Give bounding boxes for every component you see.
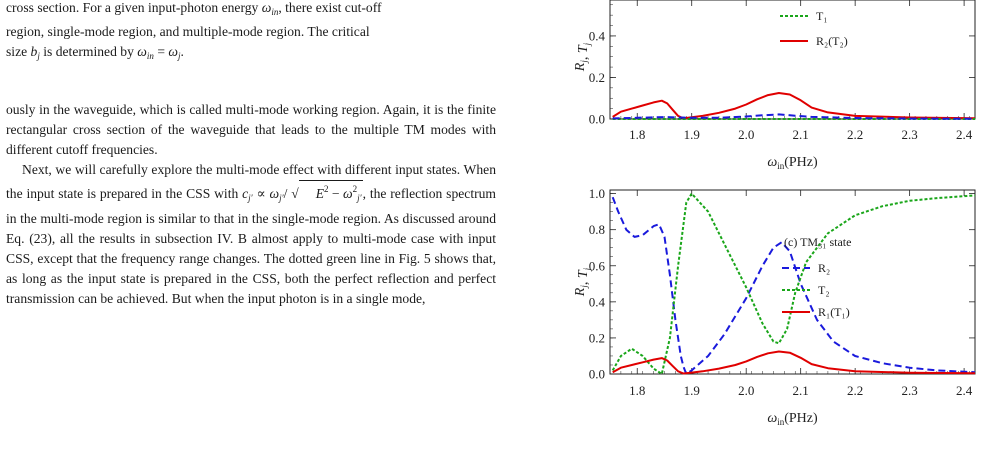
- legend-label: R₂(T₂): [816, 34, 848, 48]
- y-tick-label: 0.0: [589, 367, 605, 382]
- x-tick-label: 2.1: [793, 127, 809, 142]
- y-tick-label: 0.6: [589, 258, 606, 273]
- y-tick-label: 0.2: [589, 70, 605, 85]
- x-tick-label: 2.2: [847, 127, 863, 142]
- state-label: (c) TM₃₁ state: [784, 235, 851, 249]
- caption-line-1: cross section. For a given input-photon …: [6, 0, 382, 17]
- x-tick-label: 2.4: [956, 383, 973, 398]
- x-tick-label: 2.4: [956, 127, 973, 142]
- legend-label: T₁: [816, 9, 828, 23]
- legend-label: R₁(T₁): [818, 305, 850, 319]
- chart-panel-1: 1.8 1.9 2.0 2.1 2.2 2.3 2.4 0.0 0.2 0.4 0.6 Rj, Tj ω…: [573, 0, 976, 171]
- x-axis-label: ωin(PHz): [767, 411, 818, 427]
- y-tick-label: 0.4: [589, 294, 606, 309]
- y-axis-label: Rj, Tj: [573, 267, 592, 297]
- x-tick-label: 2.3: [902, 383, 918, 398]
- y-tick-label: 0.6: [589, 0, 606, 2]
- y-tick-label: 1.0: [589, 186, 605, 201]
- x-tick-label: 2.2: [847, 383, 863, 398]
- paragraph-multimode-region: ously in the waveguide, which is called …: [6, 101, 496, 158]
- series-line-R₂(T₂): [612, 92, 975, 120]
- series-line-T₂: [611, 192, 975, 375]
- caption-line-2: region, single-mode region, and multiple…: [6, 24, 370, 40]
- css-formula: cj′ ∝ ωj′/ √ E2 − ω2j′: [242, 180, 363, 203]
- x-tick-label: 1.9: [684, 127, 700, 142]
- y-tick-label: 0.2: [589, 330, 605, 345]
- figure-panels: 1.81.92.02.12.22.32.40.00.20.40.6Rj, Tjω…: [573, 0, 976, 427]
- legend-label: T₂: [818, 283, 830, 297]
- paragraph-multimode-effect: Next, we will carefully explore the mult…: [6, 162, 497, 307]
- y-tick-label: 0.4: [589, 28, 606, 43]
- figure-caption: cross section. For a given input-photon …: [6, 0, 496, 67]
- caption-line-3: size bj is determined by ωin = ωj.: [6, 44, 184, 62]
- y-tick-label: 0.8: [589, 222, 605, 237]
- x-tick-label: 1.9: [684, 383, 700, 398]
- x-tick-label: 2.0: [738, 127, 754, 142]
- legend-label: R₂: [818, 261, 830, 275]
- y-tick-label: 0.0: [589, 112, 605, 127]
- x-tick-label: 2.1: [793, 383, 809, 398]
- x-tick-label: 2.3: [902, 127, 918, 142]
- left-text-column: cross section. For a given input-photon …: [6, 0, 496, 310]
- figure-column: 1.81.92.02.12.22.32.40.00.20.40.6Rj, Tjω…: [558, 0, 981, 460]
- series-line-R₁(T₁): [612, 350, 975, 375]
- plot-frame: [609, 189, 976, 375]
- chart-panel-2: 1.8 1.9 2.0 2.1 2.2 2.3 2.4 0.0 0.2 0.4 0.6 0.8 1.0 R…: [573, 186, 976, 427]
- x-axis-label: ωin(PHz): [767, 155, 818, 171]
- plot-frame: [609, 0, 976, 120]
- series-line-R₂: [611, 196, 975, 375]
- series-line-unnamed-2: [612, 113, 975, 120]
- x-tick-label: 1.8: [629, 127, 645, 142]
- y-axis-label: Rj, Tj: [573, 42, 592, 72]
- x-tick-label: 2.0: [738, 383, 754, 398]
- x-tick-label: 1.8: [629, 383, 645, 398]
